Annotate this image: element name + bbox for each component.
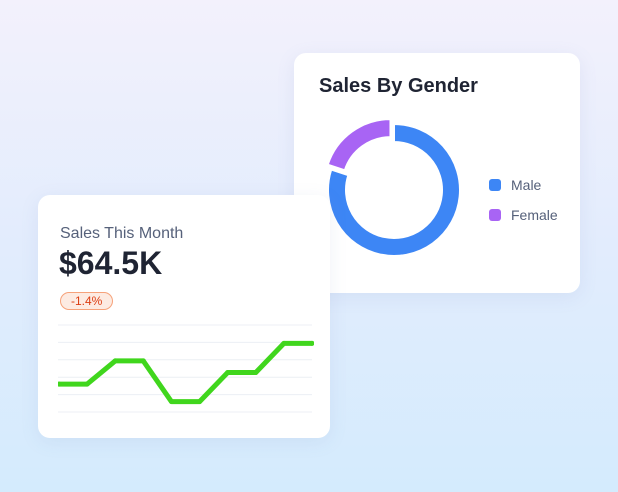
sales-by-gender-card: Sales By Gender Male Female	[294, 53, 580, 293]
line-point	[197, 399, 203, 405]
line-point	[58, 381, 62, 387]
line-point	[253, 369, 259, 375]
sales-by-gender-title: Sales By Gender	[319, 75, 478, 97]
legend-item-male: Male	[489, 170, 558, 200]
gender-legend: Male Female	[489, 170, 558, 230]
line-point	[281, 340, 287, 346]
legend-label-female: Female	[511, 207, 558, 223]
donut-slice-female	[326, 118, 392, 172]
legend-label-male: Male	[511, 177, 542, 193]
line-point	[168, 399, 174, 405]
legend-swatch-male	[489, 179, 501, 191]
sales-this-month-value: $64.5K	[59, 245, 163, 281]
legend-item-female: Female	[489, 200, 558, 230]
legend-swatch-female	[489, 209, 501, 221]
donut-slice-male	[327, 122, 461, 257]
line-point	[309, 340, 314, 346]
change-badge: -1.4%	[60, 292, 114, 310]
line-point	[225, 369, 231, 375]
line-point	[112, 358, 118, 364]
line-point	[140, 358, 146, 364]
sales-line-chart	[58, 324, 314, 413]
sales-this-month-label: Sales This Month	[60, 225, 184, 242]
sales-line-series	[58, 340, 314, 405]
gender-donut-chart	[326, 118, 461, 257]
line-point	[84, 381, 90, 387]
sales-this-month-card: Sales This Month $64.5K -1.4%	[38, 195, 330, 438]
